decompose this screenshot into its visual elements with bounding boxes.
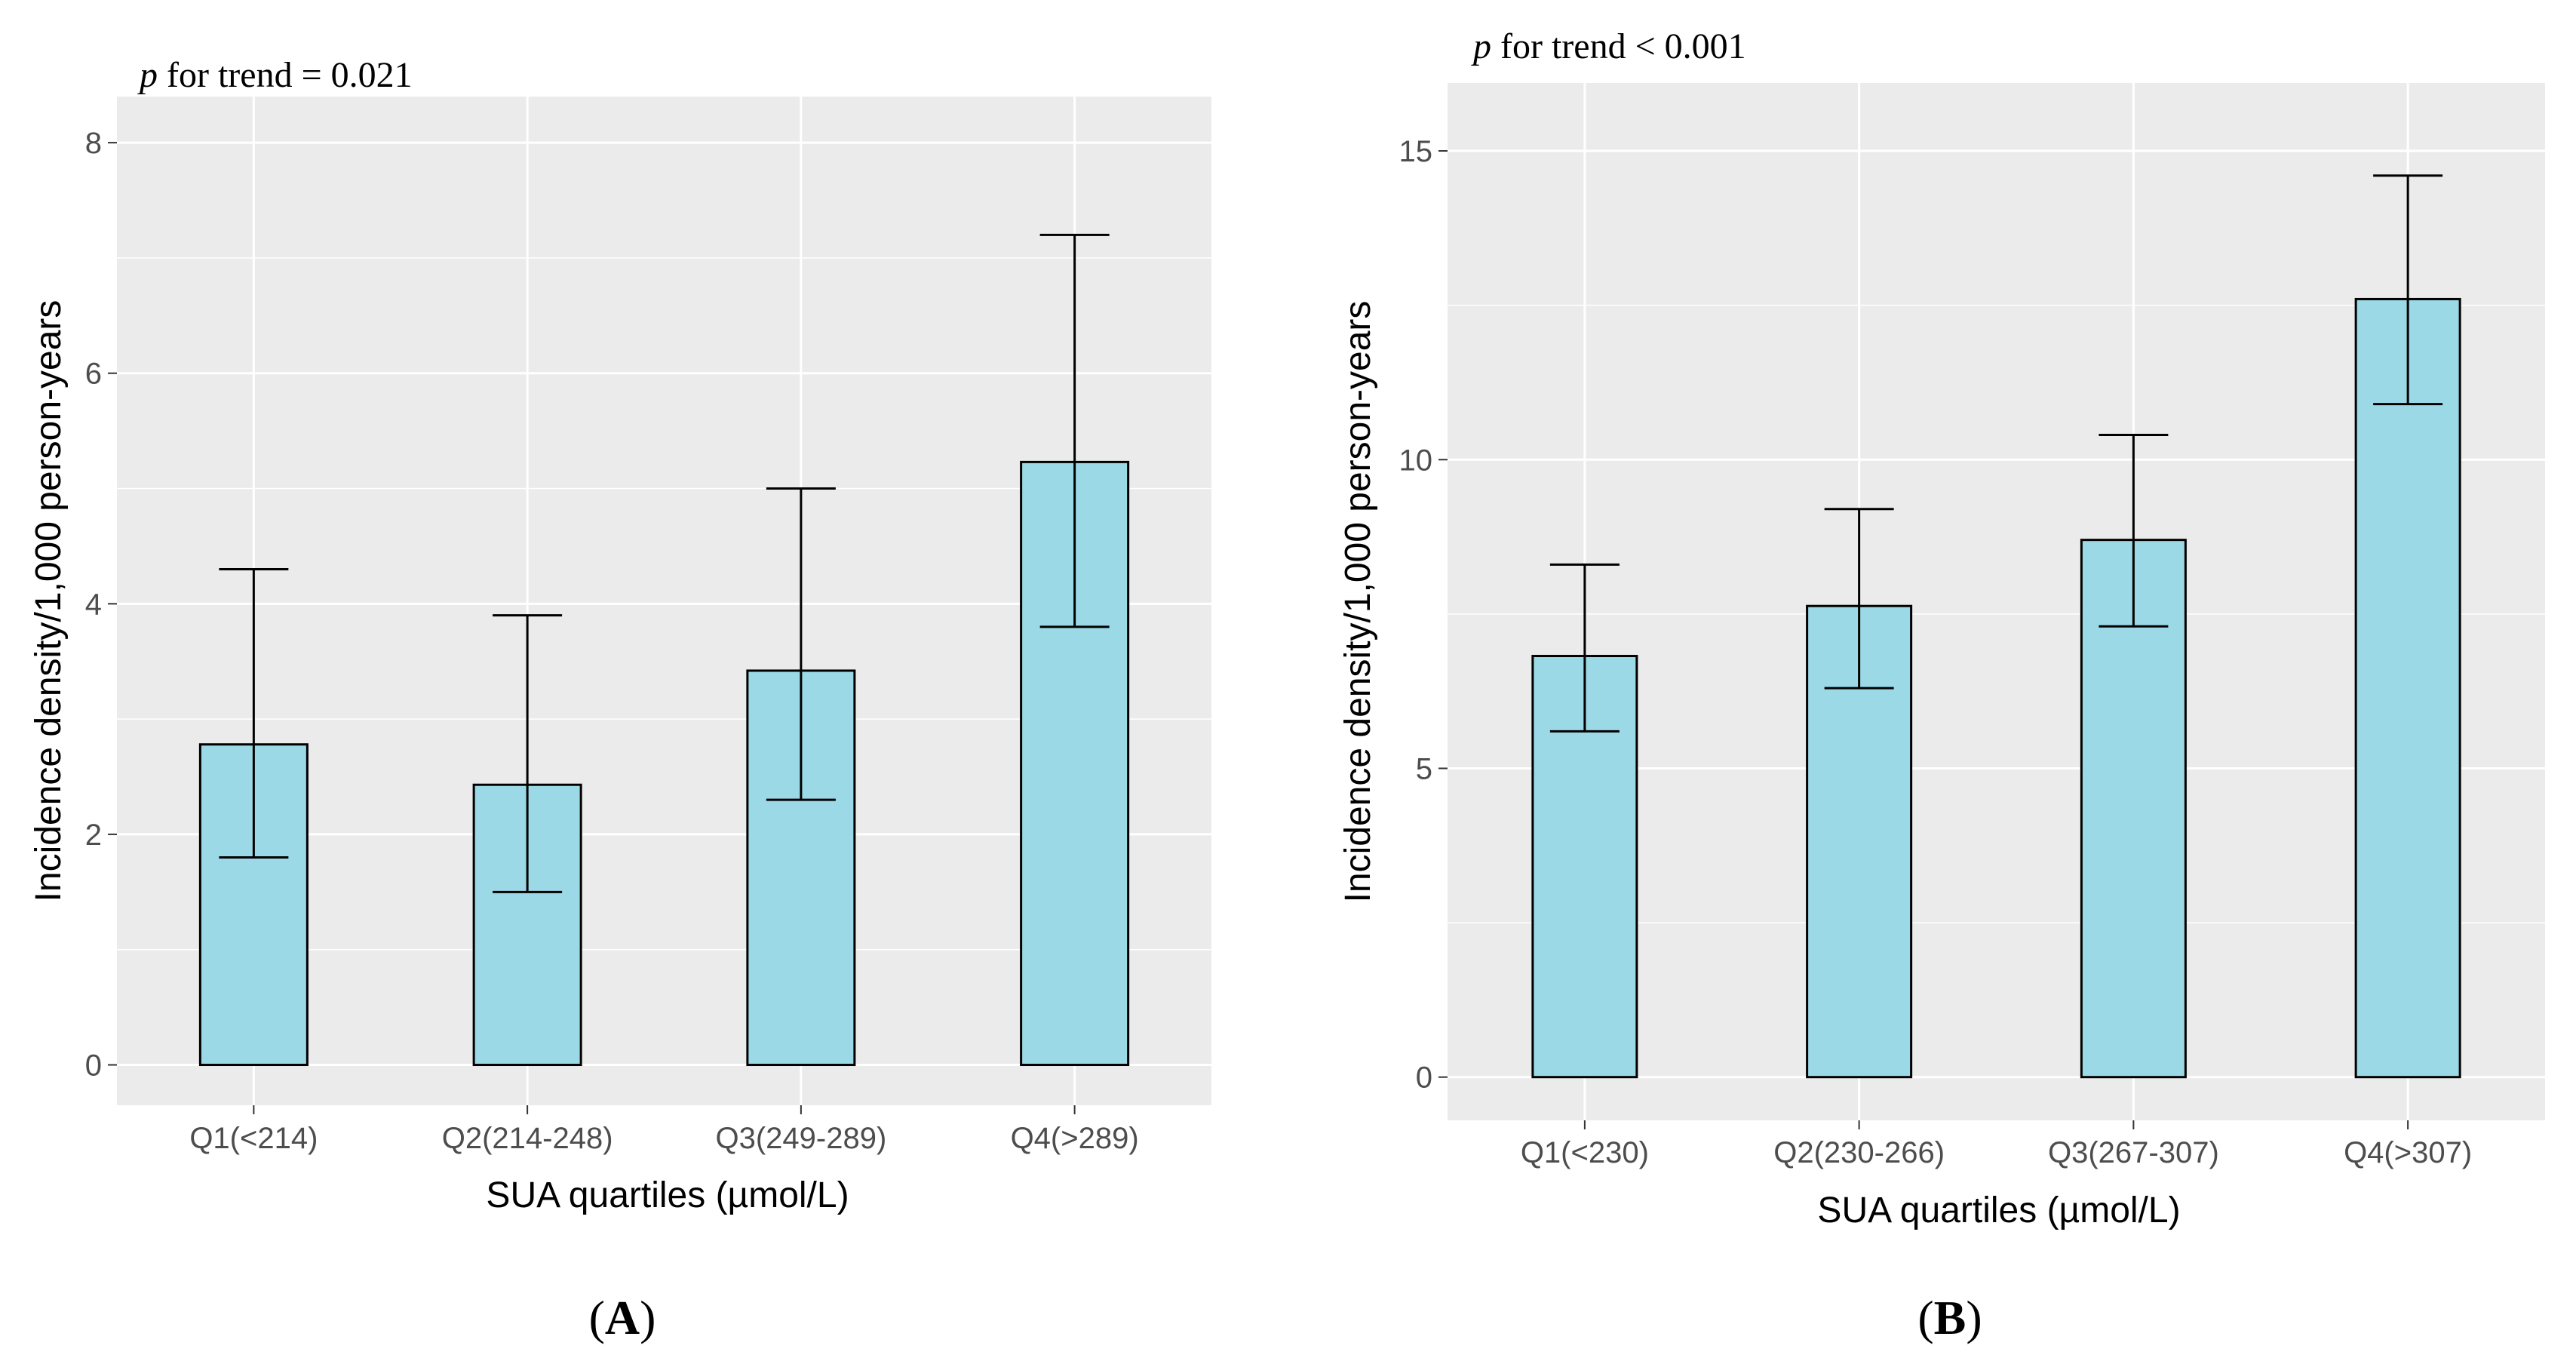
panel-b-chart: 0 5 10 15 Q1(<230) Q2(230-266) Q3(267-307) Q4(>… [1338,26,2545,1344]
panel-a-x-tick-label-q3: Q3(249-289) [715,1122,886,1155]
panel-b-y-tick-label: 10 [1399,444,1433,477]
panel-b-y-axis-title: Incidence density/1,000 person-years [1338,301,1378,903]
panel-b-bar-q4 [2354,297,2461,1079]
panel-a-trend-annotation-p: p [137,55,158,95]
panel-b-y-tick-label: 5 [1416,752,1432,785]
panel-b-panel-label: (B) [1917,1291,1982,1344]
panel-a-bar-q1 [198,743,309,1067]
panel-b-x-tick-label-q1: Q1(<230) [1521,1136,1649,1169]
panel-a-trend-annotation-text: for trend = 0.021 [158,55,413,95]
panel-b-y-tick-label: 0 [1416,1061,1432,1095]
panel-a-y-tick-label: 2 [85,819,102,852]
panel-b-x-tick-label-q3: Q3(267-307) [2048,1136,2219,1169]
panel-a-x-tick-label-q1: Q1(<214) [189,1122,318,1155]
panel-b-x-axis-title: SUA quartiles (µmol/L) [1817,1190,2180,1230]
panel-a-y-tick-label: 6 [85,358,102,391]
panel-a-x-tick-label-q4: Q4(>289) [1011,1122,1139,1155]
panel-b-trend-annotation-text: for trend < 0.001 [1491,26,1746,66]
panel-a-x-axis-title: SUA quartiles (µmol/L) [486,1175,849,1215]
panel-a-panel-letter: A [605,1291,640,1344]
panel-b-trend-annotation-p: p [1471,26,1491,66]
panel-a-y-tick-label: 8 [85,127,102,160]
panel-b-trend-annotation: p for trend < 0.001 [1471,26,1746,66]
panel-b-y-tick-label: 15 [1399,135,1433,168]
panel-a-chart: 0 2 4 6 8 Q1(<214) Q2(214-248) Q3(249-289) Q4(>2… [29,55,1211,1344]
panel-b-x-tick-label-q2: Q2(230-266) [1773,1136,1945,1169]
panel-b-panel-letter: B [1934,1291,1967,1344]
panel-a-y-axis-title: Incidence density/1,000 person-years [29,300,69,902]
panel-a-y-tick-label: 0 [85,1049,102,1083]
panel-a-trend-annotation: p for trend = 0.021 [137,55,413,95]
panel-a-x-tick-label-q2: Q2(214-248) [442,1122,613,1155]
panel-b-bar-q3 [2080,539,2187,1079]
panel-a-y-tick-label: 4 [85,588,102,621]
panel-b-x-tick-label-q4: Q4(>307) [2344,1136,2472,1169]
panel-a-panel-label: (A) [589,1291,656,1344]
